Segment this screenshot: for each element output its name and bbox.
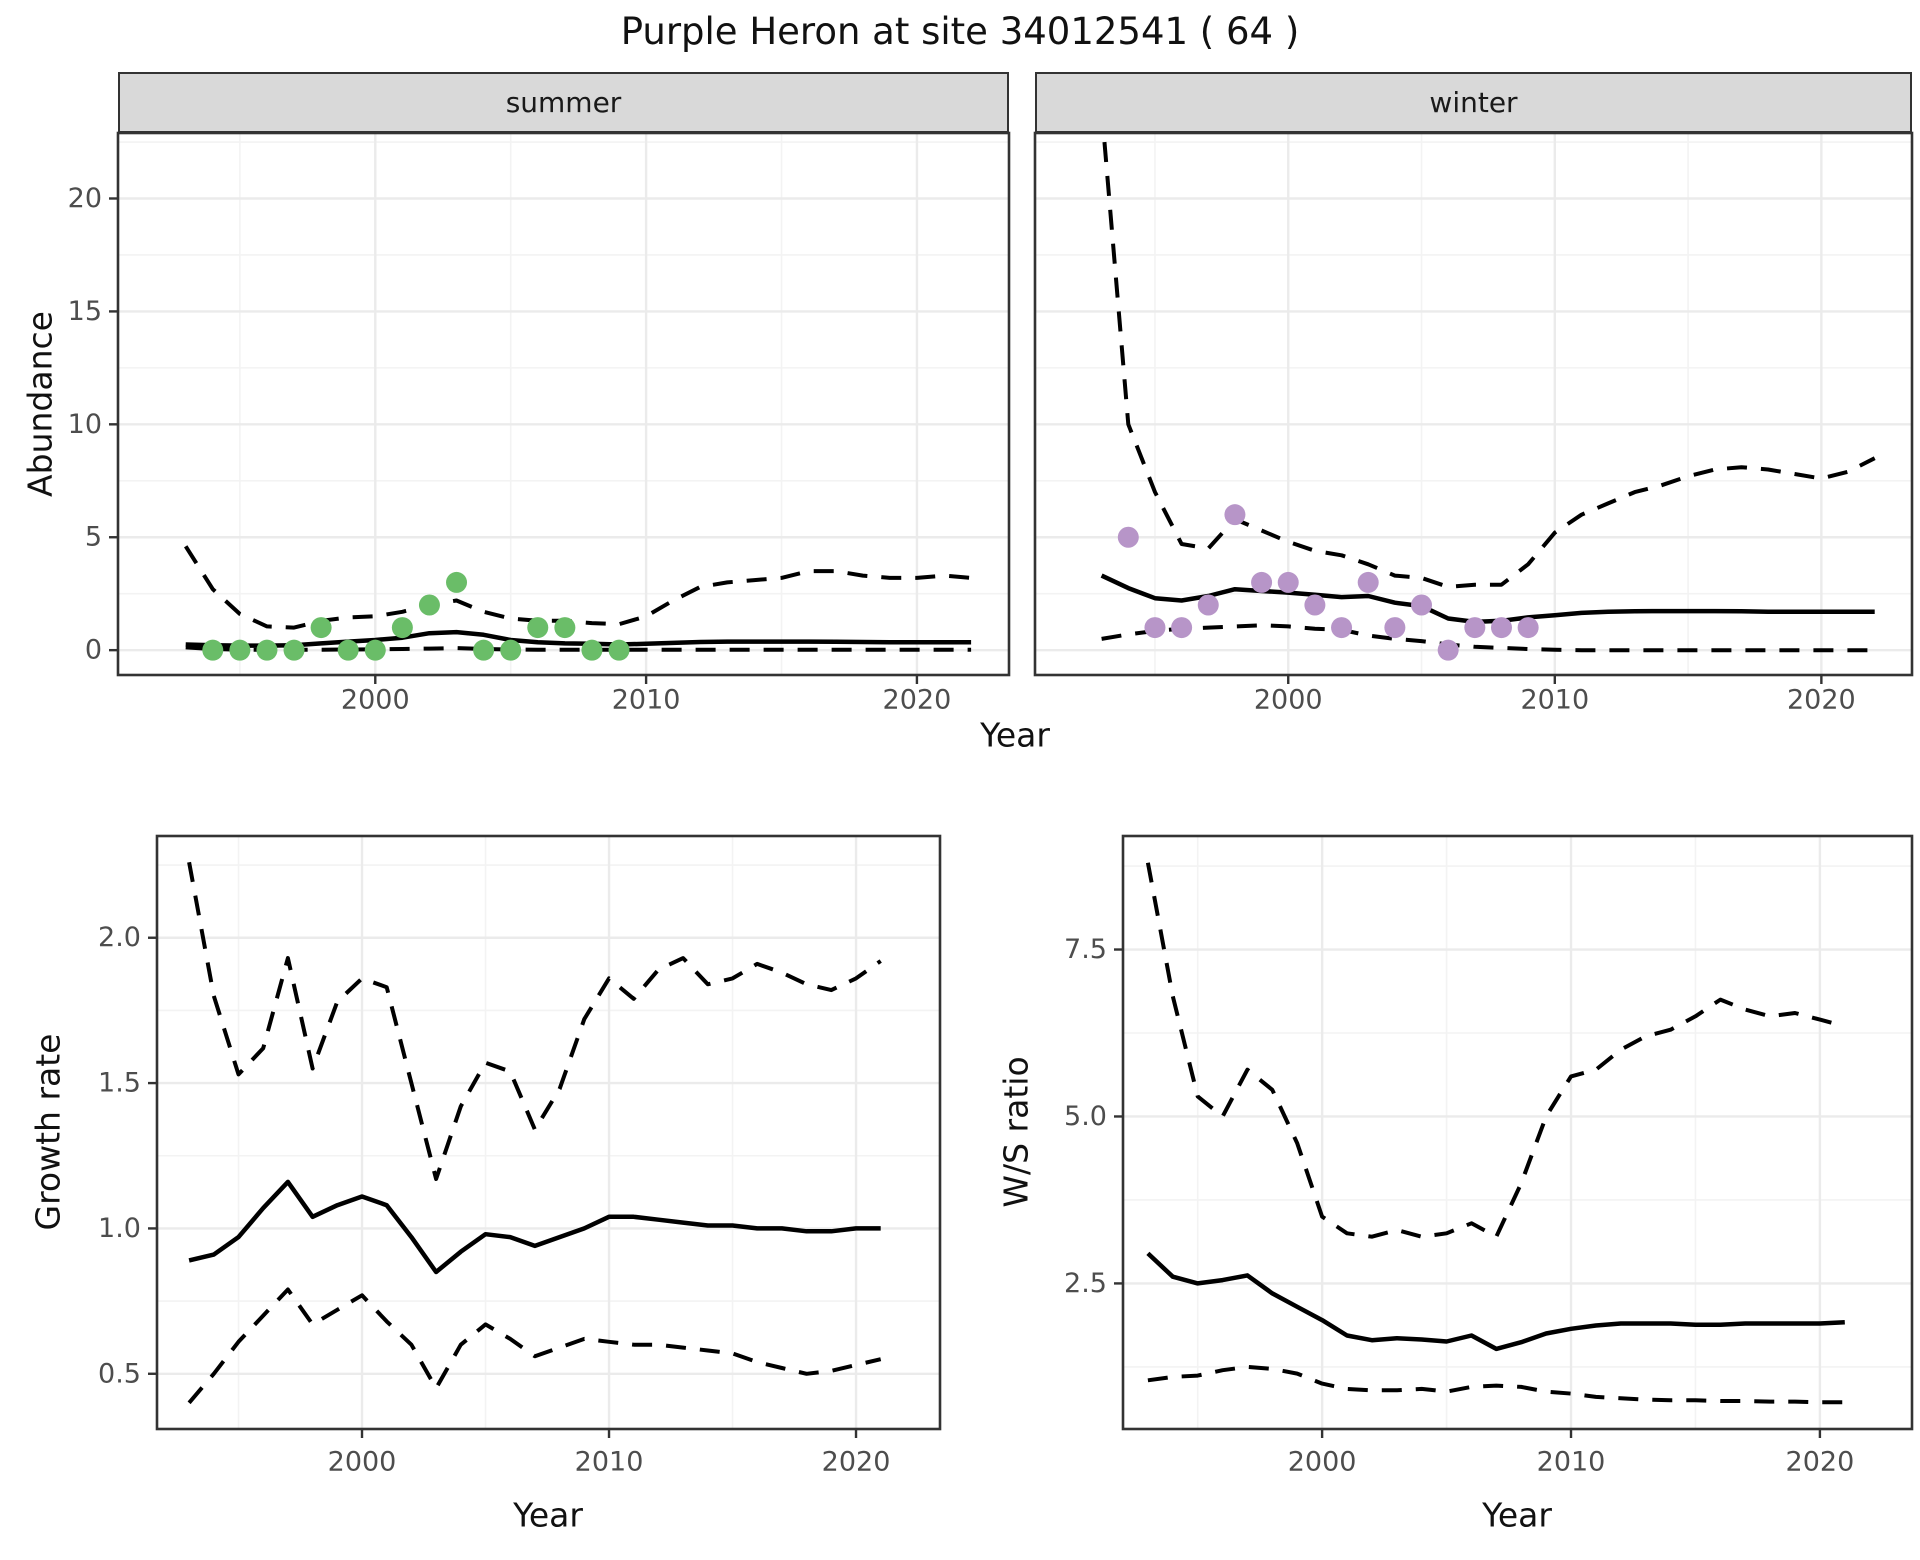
data-point [310, 617, 332, 639]
series-fit-line [1100, 573, 1875, 625]
x-tick-label: 2020 [1786, 1447, 1855, 1478]
series-ci_lower-line [187, 1287, 882, 1405]
data-point [554, 617, 576, 639]
data-point [1304, 594, 1326, 616]
panel-border [1121, 834, 1914, 1431]
panel-data-layer [1100, 133, 1876, 661]
y-tick-label: 5.0 [1064, 1101, 1107, 1132]
y-tick-label: 1.5 [98, 1068, 141, 1099]
series-fit-line [188, 1179, 881, 1275]
panel-border [1033, 131, 1914, 677]
panel-data-layer [187, 861, 882, 1405]
y-tick-label: 20 [68, 183, 102, 214]
x-tick-label: 2000 [328, 1447, 397, 1478]
x-tick-label: 2000 [341, 685, 410, 716]
panel-growth_rate: 2000 2010 2020 2.0 1.5 1.0 0.5 [98, 834, 942, 1478]
data-point [1277, 571, 1299, 593]
data-point [418, 594, 440, 616]
x-axis-title-year-bottom-left: Year [513, 1495, 583, 1535]
y-tick-label: 10 [68, 409, 102, 440]
x-tick-label: 2010 [1537, 1447, 1606, 1478]
y-axis-title-abundance: Abundance [20, 311, 60, 497]
y-tick-label: 7.5 [1064, 934, 1107, 965]
data-point [473, 639, 495, 661]
series-fit-line [1146, 1251, 1845, 1352]
data-point [1197, 594, 1219, 616]
x-tick-label: 2010 [575, 1447, 644, 1478]
x-tick-label: 2000 [1254, 685, 1323, 716]
x-tick-label: 2020 [1787, 685, 1856, 716]
data-point [337, 639, 359, 661]
panel-background [118, 133, 1009, 675]
facet-strip-winter-label: winter [1429, 86, 1518, 119]
y-tick-label: 5 [85, 522, 102, 553]
data-point [1490, 617, 1512, 639]
data-point [256, 639, 278, 661]
data-point [581, 639, 603, 661]
y-tick-label: 2.0 [98, 922, 141, 953]
y-tick-label: 15 [68, 296, 102, 327]
x-tick-label: 2020 [822, 1447, 891, 1478]
data-point [1144, 617, 1166, 639]
panel-data-layer [184, 545, 972, 661]
series-ci_lower-line [185, 645, 972, 652]
panel-abundance_winter: 2000 2010 2020 [1033, 131, 1914, 716]
data-point [446, 571, 468, 593]
data-point [527, 617, 549, 639]
data-point [500, 639, 522, 661]
x-axis-title-year-top: Year [980, 715, 1050, 755]
data-point [1464, 617, 1486, 639]
y-tick-label: 2.5 [1064, 1268, 1107, 1299]
data-point [391, 617, 413, 639]
series-ci_upper-line [1145, 862, 1846, 1239]
data-point [283, 639, 305, 661]
data-point [1357, 571, 1379, 593]
panel-data-layer [1145, 862, 1846, 1405]
y-axis-title-growth-rate: Growth rate [28, 1033, 68, 1231]
data-point [229, 639, 251, 661]
y-tick-label: 1.0 [98, 1213, 141, 1244]
data-point [608, 639, 630, 661]
chart-title: Purple Heron at site 34012541 ( 64 ) [620, 10, 1300, 53]
panel-background [1123, 836, 1912, 1429]
data-point [1411, 594, 1433, 616]
panel-ws_ratio: 2000 2010 2020 7.5 5.0 2.5 [1064, 834, 1914, 1478]
panel-border [116, 131, 1011, 677]
data-point [1251, 571, 1273, 593]
series-ci_lower-line [1147, 1364, 1845, 1405]
facet-strip-summer: summer [118, 72, 1009, 133]
series-ci_upper-line [187, 861, 882, 1181]
y-axis-title-ws-ratio: W/S ratio [996, 1056, 1036, 1208]
data-point [1224, 504, 1246, 526]
series-ci_lower-line [1101, 623, 1875, 653]
data-point [202, 639, 224, 661]
data-point [1384, 617, 1406, 639]
y-tick-label: 0 [85, 635, 102, 666]
series-fit-line [185, 629, 972, 648]
y-tick-label: 0.5 [98, 1358, 141, 1389]
x-tick-label: 2010 [1520, 685, 1589, 716]
facet-strip-winter: winter [1035, 72, 1912, 133]
data-point [1331, 617, 1353, 639]
x-tick-label: 2010 [612, 685, 681, 716]
facet-strip-summer-label: summer [505, 86, 622, 119]
data-point [1117, 526, 1139, 548]
panel-border [155, 834, 942, 1431]
data-point [1437, 639, 1459, 661]
data-point [1517, 617, 1539, 639]
data-point [364, 639, 386, 661]
x-axis-title-year-bottom-right: Year [1482, 1495, 1552, 1535]
data-point [1171, 617, 1193, 639]
panel-background [157, 836, 940, 1429]
x-tick-label: 2020 [883, 685, 952, 716]
series-ci_upper-line [1101, 133, 1876, 589]
x-tick-label: 2000 [1288, 1447, 1357, 1478]
